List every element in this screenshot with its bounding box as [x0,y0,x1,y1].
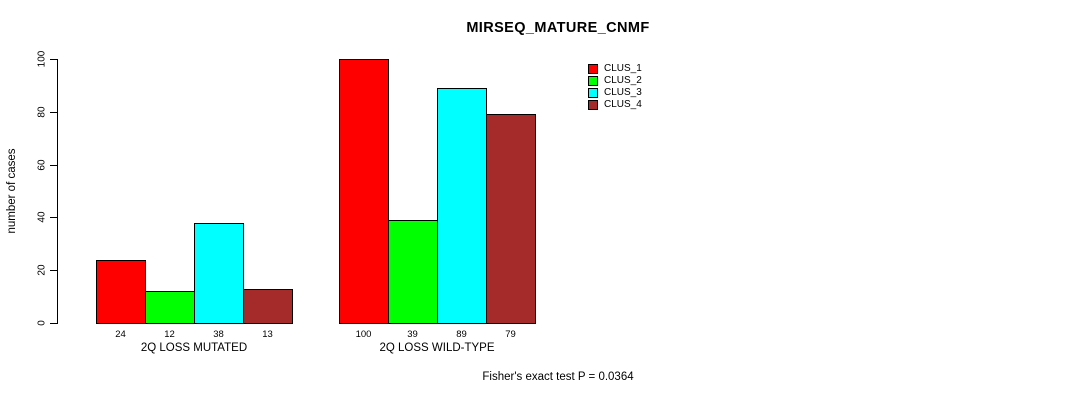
legend-swatch-clus_2 [588,76,598,86]
fisher-test-annotation: Fisher's exact test P = 0.0364 [482,371,634,383]
legend-row: CLUS_2 [588,75,642,87]
y-axis-line [57,59,58,324]
bar-value-label: 38 [213,329,224,340]
legend-label: CLUS_1 [604,63,642,74]
legend-label: CLUS_4 [604,99,642,110]
bar-clus_4-group1 [243,289,293,324]
legend: CLUS_1 CLUS_2 CLUS_3 CLUS_4 [588,63,642,111]
y-axis-tick [50,323,57,324]
legend-label: CLUS_3 [604,87,642,98]
bar-value-label: 13 [262,329,273,340]
legend-swatch-clus_4 [588,100,598,110]
y-axis-tick [50,217,57,219]
legend-swatch-clus_3 [588,88,598,98]
legend-row: CLUS_4 [588,99,642,111]
bar-clus_2-group2 [388,220,438,324]
legend-swatch-clus_1 [588,64,598,74]
y-axis-title: number of cases [6,148,18,234]
legend-label: CLUS_2 [604,75,642,86]
category-label: 2Q LOSS MUTATED [140,342,248,354]
y-axis-tick-label: 80 [36,106,48,118]
bar-value-label: 24 [115,329,126,340]
chart-title: MIRSEQ_MATURE_CNMF [466,20,650,36]
bar-value-label: 39 [407,329,418,340]
legend-row: CLUS_3 [588,87,642,99]
legend-row: CLUS_1 [588,63,642,75]
y-axis-tick [50,111,57,113]
y-axis-tick-label: 20 [36,264,48,276]
category-label: 2Q LOSS WILD-TYPE [379,342,495,354]
bar-clus_4-group2 [486,114,536,324]
y-axis-tick [50,270,57,272]
y-axis-tick-label: 40 [36,211,48,223]
y-axis-tick-label: 100 [36,50,48,68]
y-axis-tick [50,164,57,166]
y-axis-tick-label: 60 [36,159,48,171]
bar-clus_3-group1 [194,223,244,324]
bar-value-label: 79 [505,329,516,340]
bar-value-label: 89 [456,329,467,340]
bar-clus_3-group2 [437,88,487,324]
bar-clus_1-group1 [96,260,146,324]
y-axis-tick [50,59,57,60]
bar-value-label: 12 [164,329,175,340]
bar-value-label: 100 [355,329,372,340]
bar-clus_2-group1 [145,291,195,324]
bar-clus_1-group2 [339,59,389,324]
y-axis-tick-label: 0 [36,320,48,326]
